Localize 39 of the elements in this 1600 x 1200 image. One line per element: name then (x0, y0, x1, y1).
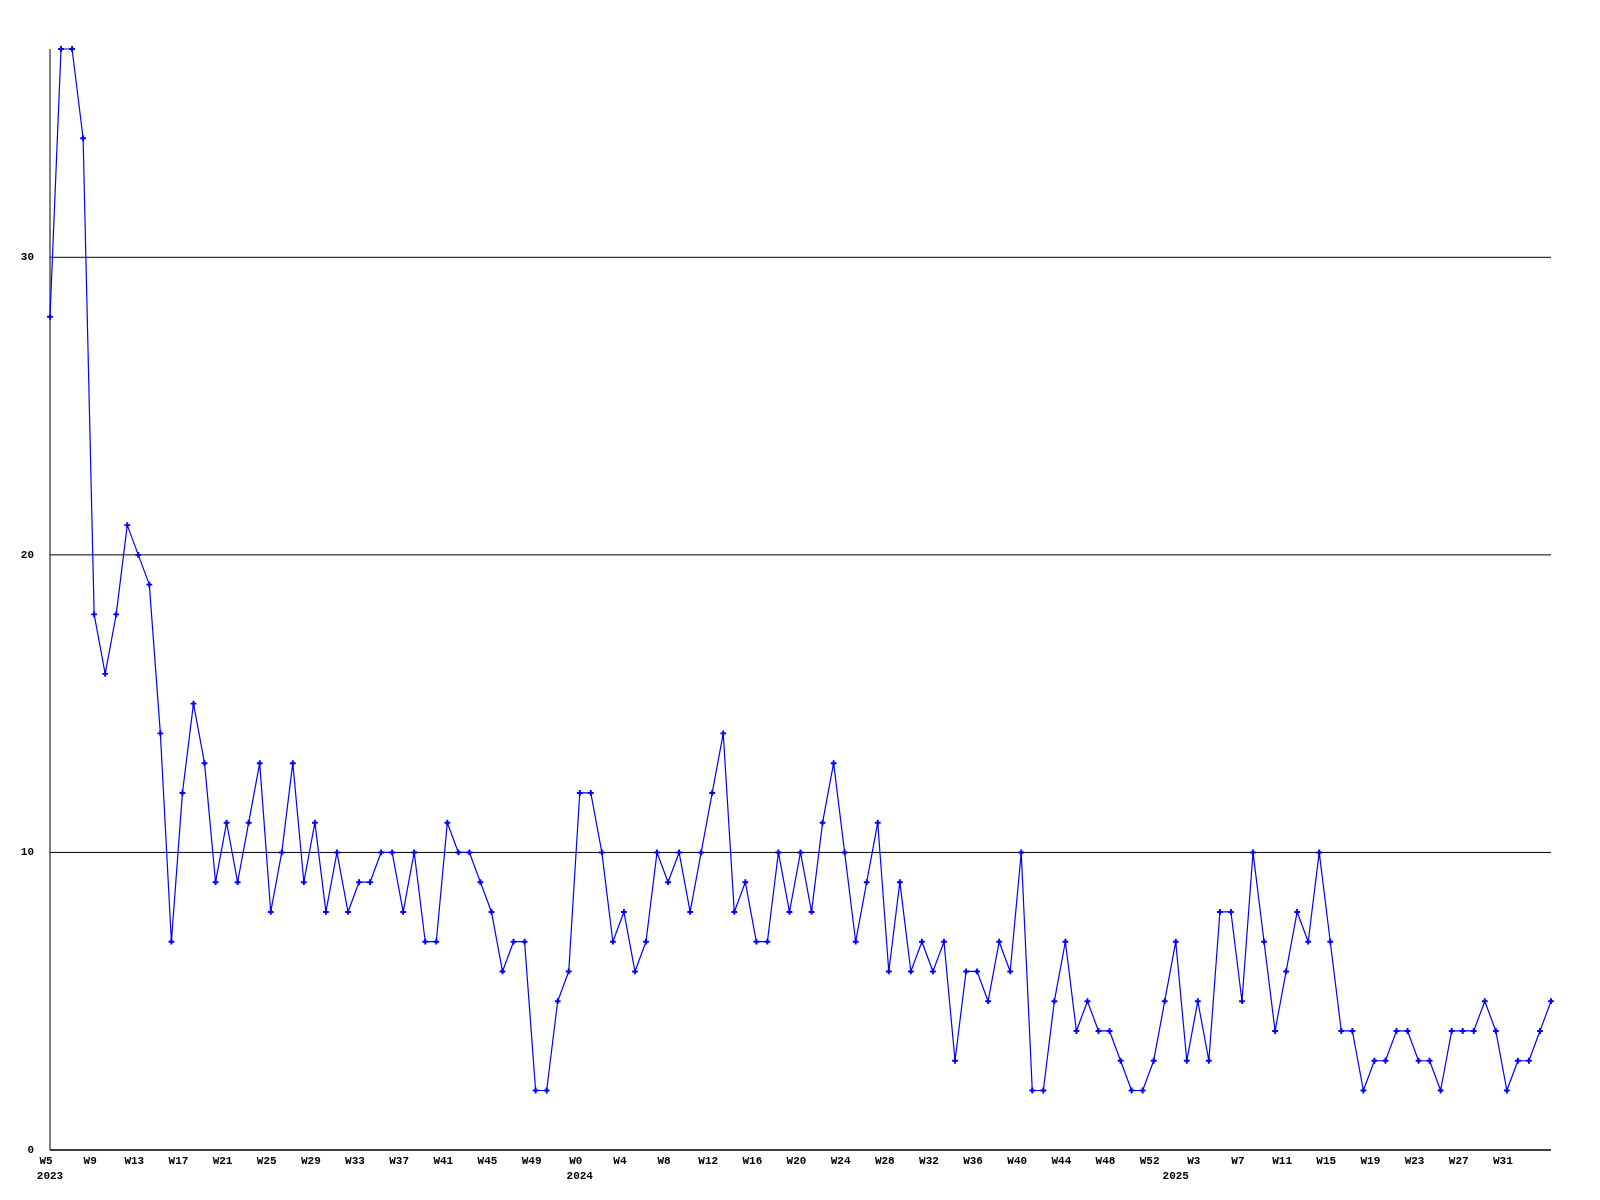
x-tick-label: W7 (1231, 1155, 1245, 1167)
x-tick-label: W13 (124, 1155, 145, 1167)
x-tick-label: W24 (830, 1155, 851, 1167)
x-tick-label: W48 (1095, 1155, 1116, 1167)
x-tick-label: W36 (963, 1155, 983, 1167)
x-tick-label: W25 (256, 1155, 278, 1167)
x-tick-label: W23 (1404, 1155, 1425, 1167)
x-tick-label: W37 (389, 1155, 410, 1167)
x-tick-label: W49 (521, 1155, 542, 1167)
x-tick-label: W31 (1492, 1155, 1514, 1167)
x-tick-label: W40 (1007, 1155, 1028, 1167)
x-tick-label: W44 (1051, 1155, 1072, 1167)
x-tick-label: W27 (1448, 1155, 1469, 1167)
x-tick-label: W28 (874, 1155, 896, 1167)
y-tick-label: 30 (20, 251, 34, 264)
x-tick-label: W16 (742, 1155, 763, 1167)
x-tick-label: W12 (698, 1155, 719, 1167)
x-tick-label: W11 (1272, 1155, 1293, 1167)
x-tick-label: W3 (1187, 1155, 1201, 1167)
x-tick-label: W33 (345, 1155, 366, 1167)
y-tick-label: 0 (27, 1144, 34, 1156)
x-tick-label: W9 (83, 1155, 97, 1167)
x-tick-label: W21 (212, 1155, 233, 1167)
x-tick-label: W8 (657, 1155, 672, 1167)
y-tick-label: 20 (20, 548, 34, 561)
x-tick-label: W52 (1139, 1155, 1160, 1167)
x-tick-label: W29 (300, 1155, 321, 1167)
x-tick-label: W45 (477, 1155, 498, 1167)
x-tick-label: W41 (433, 1155, 454, 1167)
x-tick-label: W17 (168, 1155, 189, 1167)
x-tick-label: W15 (1316, 1155, 1337, 1167)
x-tick-label: W19 (1360, 1155, 1381, 1167)
x-tick-label: W32 (919, 1155, 939, 1167)
x-tick-label: W5 2023 (36, 1155, 64, 1182)
x-tick-label: W4 (613, 1155, 627, 1167)
x-tick-label: W0 2024 (566, 1155, 594, 1182)
x-tick-label: 2025 (1162, 1170, 1190, 1182)
x-tick-label: W20 (786, 1155, 807, 1167)
y-tick-label: 10 (20, 846, 34, 859)
